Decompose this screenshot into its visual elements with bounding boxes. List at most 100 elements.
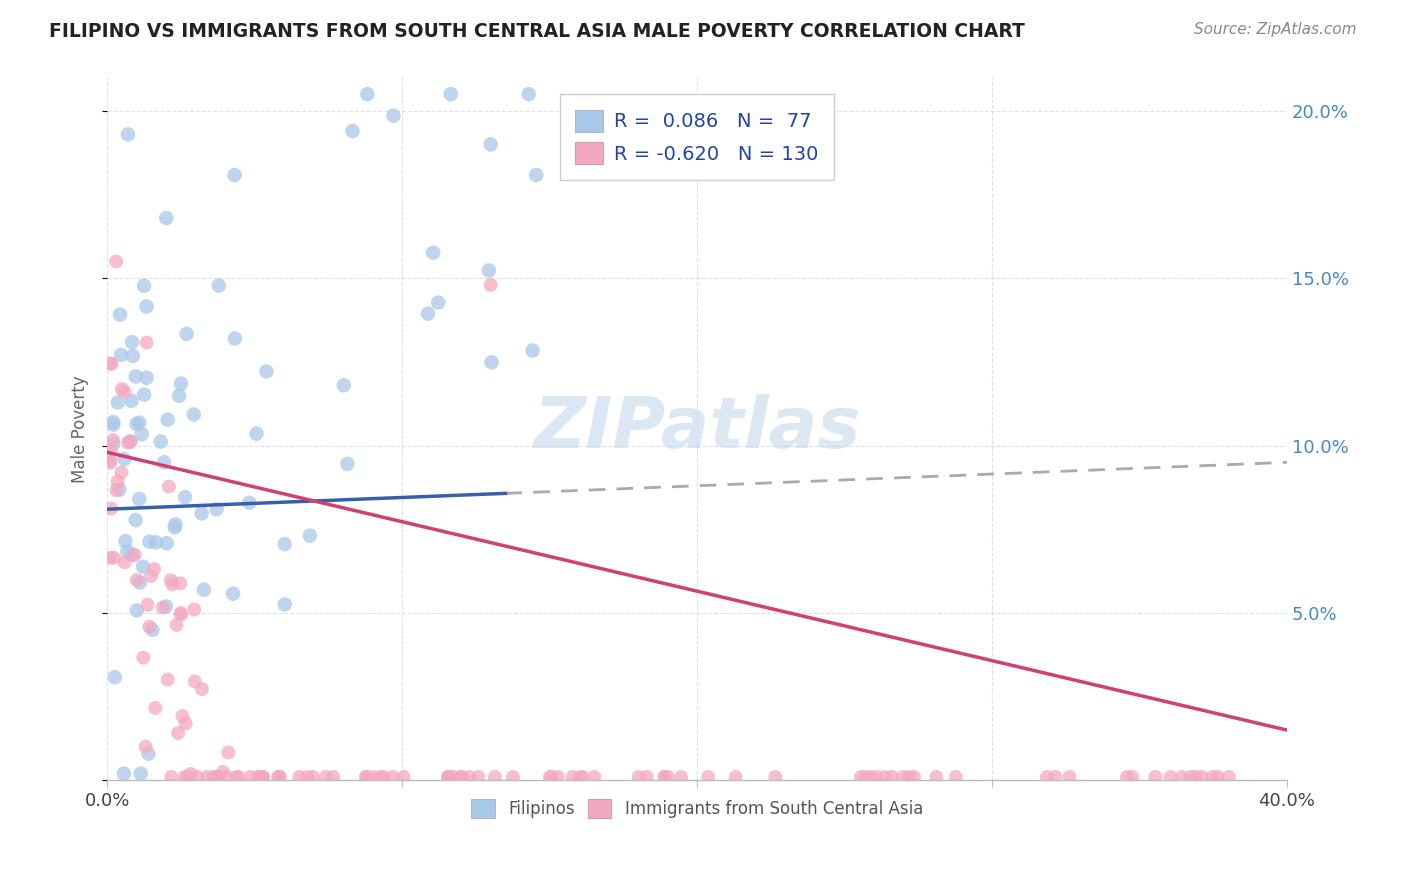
- Point: [238, 496, 260, 510]
- Point: [481, 355, 503, 369]
- Point: [190, 507, 212, 521]
- Point: [540, 770, 562, 784]
- Point: [547, 770, 569, 784]
- Point: [1160, 770, 1182, 784]
- Point: [479, 277, 502, 292]
- Point: [436, 770, 458, 784]
- Point: [561, 770, 583, 784]
- Point: [120, 434, 142, 449]
- Point: [882, 770, 904, 784]
- Point: [129, 575, 152, 590]
- Point: [101, 433, 124, 447]
- Point: [657, 770, 679, 784]
- Point: [583, 770, 606, 784]
- Point: [422, 245, 444, 260]
- Point: [427, 295, 450, 310]
- Point: [568, 770, 591, 784]
- Point: [170, 606, 193, 620]
- Point: [100, 357, 122, 371]
- Point: [138, 534, 160, 549]
- Point: [124, 548, 146, 562]
- Point: [654, 770, 676, 784]
- Point: [117, 128, 139, 142]
- Point: [121, 548, 143, 562]
- Point: [174, 490, 197, 504]
- Point: [269, 770, 291, 784]
- Point: [1191, 770, 1213, 784]
- Point: [1218, 770, 1240, 784]
- Point: [114, 452, 136, 467]
- Point: [170, 376, 193, 391]
- Point: [132, 559, 155, 574]
- Point: [145, 535, 167, 549]
- Point: [135, 335, 157, 350]
- Y-axis label: Male Poverty: Male Poverty: [72, 375, 89, 483]
- Point: [167, 389, 190, 403]
- Point: [125, 603, 148, 617]
- Point: [114, 384, 136, 399]
- Point: [269, 770, 291, 784]
- Point: [167, 726, 190, 740]
- Point: [165, 517, 187, 532]
- Point: [336, 457, 359, 471]
- Point: [669, 770, 692, 784]
- Point: [449, 770, 471, 784]
- Point: [124, 513, 146, 527]
- Point: [212, 764, 235, 779]
- Point: [104, 670, 127, 684]
- Point: [903, 770, 925, 784]
- Point: [166, 618, 188, 632]
- Point: [183, 674, 205, 689]
- Point: [107, 474, 129, 488]
- Point: [176, 770, 198, 784]
- Point: [440, 87, 463, 102]
- Point: [1121, 770, 1143, 784]
- Point: [160, 770, 183, 784]
- Point: [1202, 770, 1225, 784]
- Point: [136, 598, 159, 612]
- Point: [121, 349, 143, 363]
- Point: [1144, 770, 1167, 784]
- Point: [1206, 770, 1229, 784]
- Point: [853, 770, 876, 784]
- Text: Source: ZipAtlas.com: Source: ZipAtlas.com: [1194, 22, 1357, 37]
- Point: [128, 491, 150, 506]
- Point: [217, 746, 239, 760]
- Point: [103, 550, 125, 565]
- Point: [157, 480, 180, 494]
- Point: [763, 770, 786, 784]
- Point: [103, 417, 125, 432]
- Point: [479, 137, 502, 152]
- Point: [156, 412, 179, 426]
- Point: [155, 599, 177, 614]
- Point: [654, 770, 676, 784]
- Point: [205, 770, 228, 784]
- Point: [174, 716, 197, 731]
- Point: [249, 770, 271, 784]
- Point: [107, 395, 129, 409]
- Point: [129, 766, 152, 780]
- Point: [205, 770, 228, 784]
- Point: [1184, 770, 1206, 784]
- Point: [502, 770, 524, 784]
- Point: [247, 770, 270, 784]
- Point: [256, 364, 278, 378]
- Point: [170, 607, 193, 622]
- Point: [156, 536, 179, 550]
- Point: [135, 370, 157, 384]
- Point: [252, 770, 274, 784]
- Point: [288, 770, 311, 784]
- Point: [183, 408, 205, 422]
- Point: [873, 770, 896, 784]
- Point: [132, 278, 155, 293]
- Point: [149, 434, 172, 449]
- Point: [191, 682, 214, 697]
- Point: [117, 435, 139, 450]
- Point: [373, 770, 395, 784]
- Point: [437, 770, 460, 784]
- Point: [153, 455, 176, 469]
- Point: [117, 544, 139, 558]
- Point: [197, 770, 219, 784]
- Point: [183, 602, 205, 616]
- Point: [103, 437, 125, 451]
